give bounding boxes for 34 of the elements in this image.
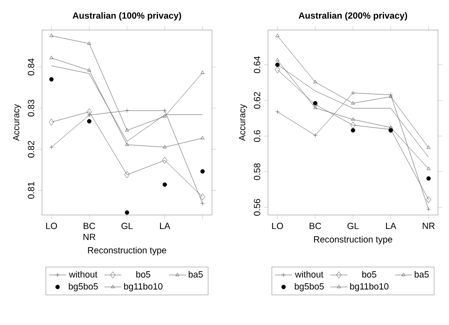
x-tick-label: GL bbox=[121, 222, 133, 230]
x-tick-label: BC NR bbox=[83, 222, 96, 240]
y-tick-label: 0.83 bbox=[28, 100, 34, 116]
x-tick-label: LA bbox=[160, 222, 170, 229]
x-tick-label: BC bbox=[310, 222, 322, 230]
x-tick-label: LO bbox=[46, 222, 57, 230]
legend-label: without bbox=[69, 270, 98, 278]
legend-label: without bbox=[295, 270, 324, 278]
legend-label: bg11bo10 bbox=[124, 282, 162, 292]
x-axis-title: Reconstruction type bbox=[88, 246, 166, 256]
legend-label: bo5 bbox=[362, 270, 376, 278]
y-tick-label: 0.82 bbox=[28, 140, 34, 158]
x-tick-label: NR bbox=[422, 222, 435, 229]
x-tick-label: LA bbox=[386, 222, 396, 229]
y-axis-title: Accuracy bbox=[13, 104, 22, 141]
legend-label: bg11bo10 bbox=[350, 282, 388, 292]
y-tick-label: 0.84 bbox=[28, 58, 34, 76]
legend-label: bg5bo5 bbox=[68, 282, 98, 292]
y-axis-title: Accuracy bbox=[239, 104, 248, 141]
y-tick-label: 0.58 bbox=[254, 163, 260, 180]
legend-label: bo5 bbox=[136, 270, 150, 278]
y-tick-label: 0.56 bbox=[254, 199, 260, 216]
x-tick-label: LO bbox=[272, 222, 283, 230]
legend-label: ba5 bbox=[414, 270, 429, 278]
chart-title: Australian (200% privacy) bbox=[298, 12, 408, 20]
x-axis-title: Reconstruction type bbox=[314, 236, 392, 244]
y-tick-label: 0.81 bbox=[28, 182, 34, 199]
legend-label: bg5bo5 bbox=[294, 282, 324, 292]
x-tick-label: GL bbox=[347, 222, 359, 230]
legend-label: ba5 bbox=[188, 270, 203, 278]
chart-title: Australian (100% privacy) bbox=[72, 12, 182, 21]
y-tick-label: 0.6 bbox=[254, 130, 260, 142]
y-tick-label: 0.64 bbox=[254, 56, 260, 74]
y-tick-label: 0.62 bbox=[254, 92, 260, 109]
